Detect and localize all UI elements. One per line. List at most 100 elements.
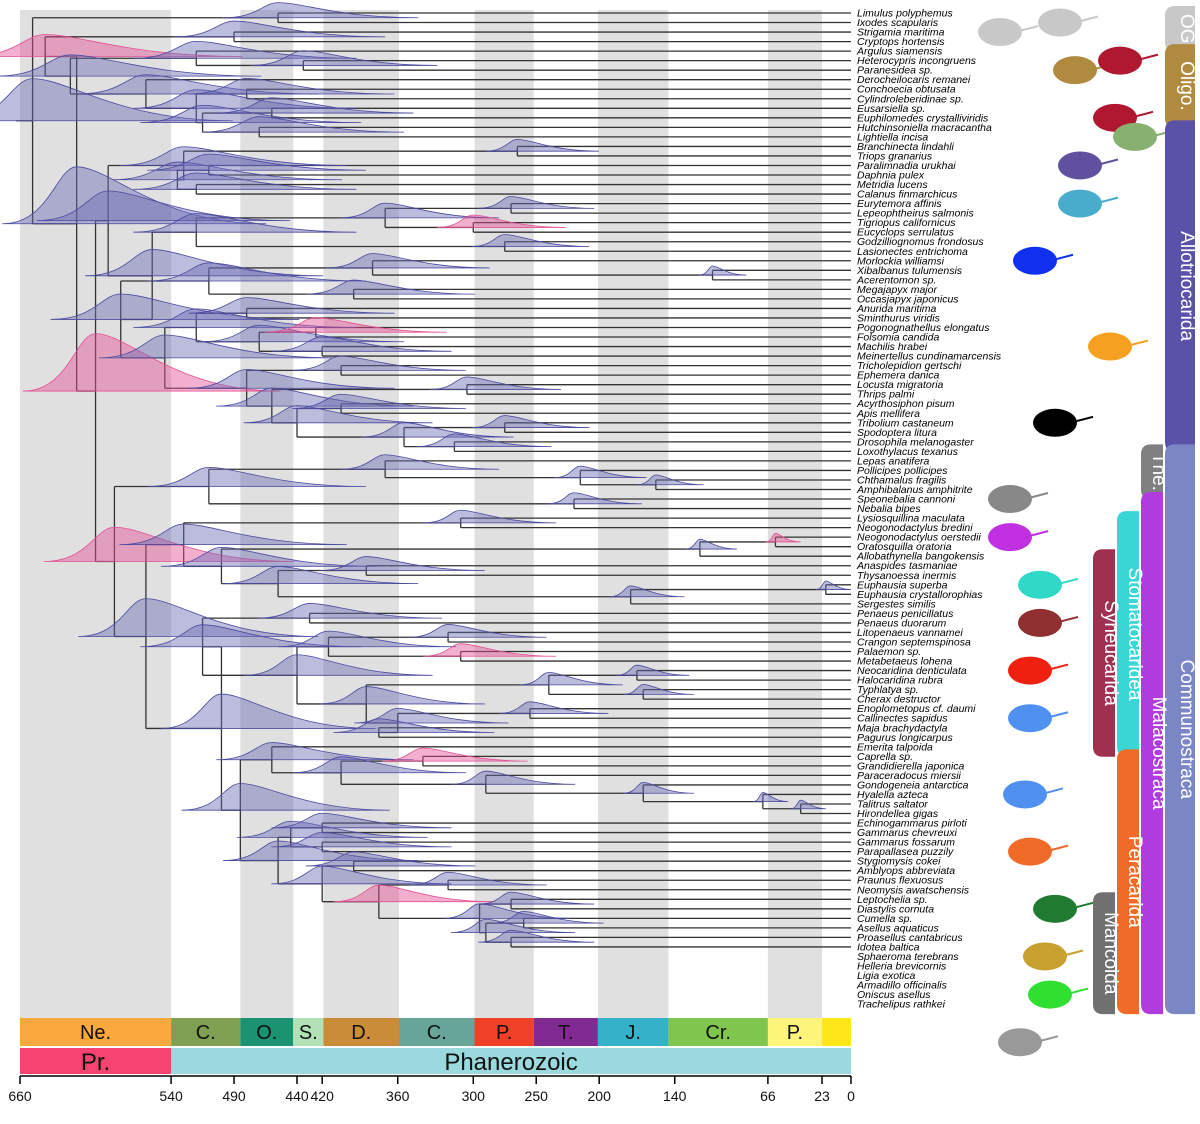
taxon-label: Morlockia williamsi [857,255,945,267]
taxon-label: Triops granarius [857,150,933,162]
shrimp-blue-icon [1008,704,1052,733]
period-label: J. [625,1022,641,1044]
horseshoe-crab-icon [1014,25,1039,34]
age-density [188,297,395,314]
age-density [616,664,690,676]
age-density [112,161,343,181]
taxon-label: Anurida maritima [856,303,937,315]
centipede-icon [1038,8,1082,37]
axis-tick-label: 540 [159,1088,183,1104]
taxon-label: Leptochelia sp. [857,894,928,906]
age-density [36,190,290,222]
age-density [271,336,452,352]
ostracod-icon [1134,53,1159,62]
age-density [223,566,419,585]
taxon-label: Gammarus fossarum [857,837,955,849]
age-density [319,556,485,571]
taxon-label: Trachelipus rathkei [857,999,946,1011]
taxon-label: Ephemera danica [857,370,939,382]
era-cell [20,1048,172,1074]
axis-tick-label: 23 [814,1088,830,1104]
axis-tick-label: 200 [588,1088,612,1104]
age-density [423,643,557,657]
taxon-label: Machilis hrabei [857,341,928,353]
clade-label: The. [1148,453,1169,491]
time-axis: 660 540 490 440 420 360 300 250 200 140 66 23 0 [8,1075,855,1104]
period-label: Cr. [705,1022,731,1044]
taxon-label: Amphibalanus amphitrite [856,484,973,496]
age-density [436,214,566,228]
clade-label: Allotriocarida [1176,231,1197,341]
taxon-label: Gondogeneia antarctica [857,779,969,791]
age-density [292,355,466,371]
taxon-label: Halocaridina rubra [857,675,943,687]
axis-tick-label: 660 [8,1088,32,1104]
taxon-label: Pogonognathellus elongatus [857,322,990,334]
node-age-densities [0,2,852,943]
krill-icon [1054,615,1079,624]
period-label: Ne. [80,1022,111,1044]
taxon-label: Praunus flexuosus [857,875,944,887]
mantis-shrimp-icon [1054,577,1079,586]
daphnia-icon [1094,196,1119,205]
taxon-label: Meinertellus cundinamarcensis [857,351,1002,363]
clade-bar [1141,492,1163,1015]
taxon-label: Paranesidea sp. [857,65,933,77]
period-cell [323,1018,399,1046]
taxon-label: Apis mellifera [856,408,920,420]
age-density [250,50,438,66]
period-label: P. [787,1022,803,1044]
age-density [22,333,281,392]
taxon-label: Lightiella incisa [857,131,928,143]
clade-label: Oligo. [1176,61,1197,111]
taxon-label: Armadillo officinalis [856,980,948,992]
taxon-label: Branchinecta lindahli [857,141,955,153]
taxon-label: Hirondellea gigas [857,808,939,820]
age-density [236,820,428,838]
crab-icon [1039,787,1064,796]
period-cell [767,1018,823,1046]
age-density [361,422,514,438]
taxon-label: Eusarsiella sp. [857,103,925,115]
taxon-label: Asellus aquaticus [856,922,939,934]
shrimp-blue-icon [1044,711,1069,720]
age-density [202,116,404,133]
taxon-label: Caprella sp. [857,751,913,763]
geologic-bands [20,10,823,1019]
age-density [637,474,704,486]
age-density [381,747,528,762]
period-cell [597,1018,669,1046]
mysid-purple-icon [1024,530,1049,539]
barnacle-icon [988,485,1032,514]
period-cell [533,1018,598,1046]
age-density [119,523,347,545]
age-density [243,654,433,676]
taxon-label: Sphaeroma terebrans [857,951,959,963]
taxon-label: Palaemon sp. [857,646,921,658]
taxon-label: Acerentomon sp. [856,274,936,286]
age-density [699,265,747,276]
taxon-label: Gammarus chevreuxi [857,827,957,839]
axis-tick-label: 66 [760,1088,776,1104]
age-density [264,317,447,333]
argulus-icon [1053,56,1097,85]
taxon-label: Oniscus asellus [857,989,931,1001]
period-cell [822,1018,851,1046]
mysid-purple-icon [988,523,1032,552]
taxon-label: Oratosquilla oratoria [857,541,952,553]
tree-branches [16,12,851,948]
age-density [216,97,414,114]
taxon-label: Lysiosquillina maculata [857,513,965,525]
taxon-label: Nebalia bipes [857,503,921,515]
era-cell [171,1048,851,1074]
age-density [271,865,452,885]
axis-tick-label: 490 [222,1088,246,1104]
beetle-icon [1033,408,1077,437]
axis-tick-label: 140 [663,1088,687,1104]
period-band [240,10,294,1019]
centipede-icon [1074,15,1099,24]
era-label: Phanerozoic [444,1049,577,1076]
period-label: T. [558,1022,574,1044]
